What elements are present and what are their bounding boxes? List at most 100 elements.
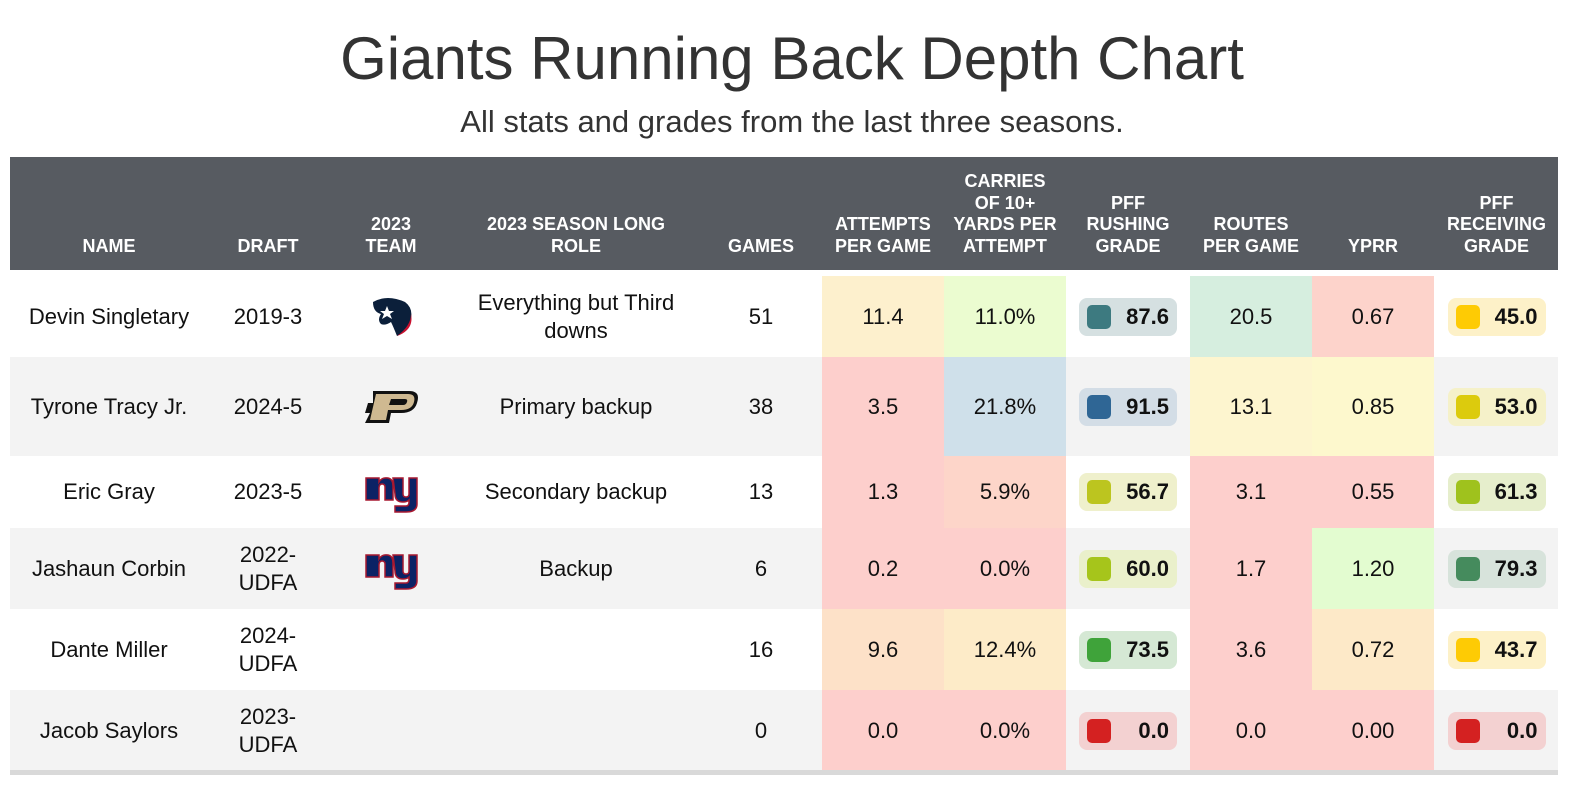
draft-value-text: 2023-UDFA: [238, 703, 298, 757]
grade-value: 45.0: [1494, 303, 1538, 329]
column-header-0[interactable]: NAME: [10, 157, 208, 270]
attempts-value-text: 11.4: [862, 303, 904, 329]
grade-pill: 0.0: [1447, 711, 1546, 750]
column-header-7-label: PFF RUSHING GRADE: [1086, 192, 1170, 256]
column-header-3-label: 2023 SEASON LONG ROLE: [486, 214, 666, 256]
team-logo-cell: [330, 357, 452, 456]
player-name: Eric Gray: [10, 456, 208, 528]
games-value-text: 38: [748, 393, 774, 419]
column-header-1[interactable]: DRAFT: [208, 157, 328, 270]
player-name: Tyrone Tracy Jr.: [10, 357, 208, 456]
routes-value: 3.6: [1190, 609, 1312, 690]
attempts-value-text: 1.3: [867, 479, 899, 504]
carries-value-text: 21.8%: [973, 393, 1037, 419]
player-name: Jacob Saylors: [10, 690, 208, 771]
carries-value-text: 0.0%: [979, 717, 1031, 743]
column-header-5[interactable]: ATTEMPTS PER GAME: [822, 157, 944, 270]
player-name-text: Devin Singletary: [28, 303, 190, 329]
attempts-value-text: 9.6: [867, 636, 899, 662]
grade-pill: 43.7: [1447, 630, 1546, 669]
column-header-10[interactable]: PFF RECEIVING GRADE: [1435, 157, 1558, 270]
yprr-value: 0.72: [1312, 609, 1434, 690]
games-value: 16: [700, 609, 822, 690]
rushing-grade-cell: 0.0: [1067, 690, 1189, 771]
player-name-text: Dante Miller: [50, 636, 168, 662]
attempts-value: 1.3: [822, 456, 944, 528]
receiving-grade-cell: 53.0: [1435, 357, 1558, 456]
table-row: Jacob Saylors 2023-UDFA 0 0.0 0.0% 0.0 0.0 0.00…: [10, 690, 1558, 771]
carries-value: 0.0%: [944, 528, 1066, 609]
grade-pill: 0.0: [1079, 711, 1177, 750]
column-header-8-label: ROUTES PER GAME: [1202, 214, 1299, 256]
rushing-grade-cell: 73.5: [1067, 609, 1189, 690]
column-header-1-label: DRAFT: [237, 235, 299, 256]
column-header-9[interactable]: YPRR: [1312, 157, 1434, 270]
column-header-5-label: ATTEMPTS PER GAME: [834, 214, 931, 256]
team-logo-cell: [330, 276, 452, 357]
column-header-6-label: CARRIES OF 10+ YARDS PER ATTEMPT: [953, 171, 1057, 256]
grade-pill: 53.0: [1447, 387, 1546, 426]
chart-subtitle: All stats and grades from the last three…: [460, 104, 1124, 139]
routes-value: 1.7: [1190, 528, 1312, 609]
grade-color-square: [1455, 480, 1480, 504]
table-bottom-rule: [10, 770, 1558, 775]
column-header-2[interactable]: 2023 TEAM: [330, 157, 452, 270]
grade-value: 79.3: [1494, 555, 1538, 581]
yprr-value: 0.85: [1312, 357, 1434, 456]
column-header-4[interactable]: GAMES: [700, 157, 822, 270]
carries-value-text: 11.0%: [974, 303, 1036, 329]
draft-value-text: 2022-UDFA: [238, 541, 298, 595]
rushing-grade-cell: 91.5: [1067, 357, 1189, 456]
yprr-value-text: 0.72: [1351, 636, 1395, 662]
grade-value: 60.0: [1126, 555, 1169, 581]
routes-value: 0.0: [1190, 690, 1312, 771]
games-value: 13: [700, 456, 822, 528]
column-header-3[interactable]: 2023 SEASON LONG ROLE: [452, 157, 700, 270]
column-header-6[interactable]: CARRIES OF 10+ YARDS PER ATTEMPT: [944, 157, 1066, 270]
games-value: 6: [700, 528, 822, 609]
receiving-grade-cell: 0.0: [1435, 690, 1558, 771]
column-header-2-label: 2023 TEAM: [365, 214, 417, 256]
games-value-text: 13: [748, 479, 774, 504]
role-value: Primary backup: [452, 357, 700, 456]
receiving-grade-cell: 61.3: [1435, 456, 1558, 528]
draft-value-text: 2023-5: [233, 479, 303, 504]
table-row: Eric Gray 2023-5 Secondary backup 13 1.3 5.9%…: [10, 456, 1558, 528]
column-header-8[interactable]: ROUTES PER GAME: [1190, 157, 1312, 270]
grade-pill: 56.7: [1079, 473, 1177, 511]
grade-pill: 79.3: [1447, 549, 1546, 588]
role-value: Backup: [452, 528, 700, 609]
carries-value: 5.9%: [944, 456, 1066, 528]
receiving-grade-cell: 79.3: [1435, 528, 1558, 609]
texans-logo-icon: [373, 297, 412, 336]
table-row: Tyrone Tracy Jr. 2024-5 Primary backup 38 3.…: [10, 357, 1558, 456]
draft-value: 2022-UDFA: [208, 528, 328, 609]
carries-value: 21.8%: [944, 357, 1066, 456]
grade-color-square: [1455, 637, 1480, 662]
grade-value: 43.7: [1494, 636, 1538, 662]
role-value: Secondary backup: [452, 456, 700, 528]
team-logo-cell: [330, 528, 452, 609]
yprr-value: 0.00: [1312, 690, 1434, 771]
grade-pill: 61.3: [1447, 473, 1546, 511]
yprr-value-text: 0.00: [1351, 717, 1395, 743]
grade-value: 61.3: [1494, 479, 1538, 504]
column-header-10-label: PFF RECEIVING GRADE: [1446, 192, 1547, 256]
yprr-value: 1.20: [1312, 528, 1434, 609]
draft-value-text: 2024-UDFA: [238, 622, 298, 676]
yprr-value-text: 0.67: [1351, 303, 1395, 329]
role-value-text: Primary backup: [499, 393, 653, 419]
grade-value: 0.0: [1506, 717, 1538, 743]
column-header-7[interactable]: PFF RUSHING GRADE: [1067, 157, 1189, 270]
player-name: Devin Singletary: [10, 276, 208, 357]
yprr-value-text: 0.85: [1351, 393, 1395, 419]
routes-value: 3.1: [1190, 456, 1312, 528]
attempts-value: 3.5: [822, 357, 944, 456]
draft-value: 2023-UDFA: [208, 690, 328, 771]
grade-color-square: [1087, 637, 1111, 662]
purdue-logo-icon: [365, 390, 418, 423]
table-header: NAME DRAFT 2023 TEAM 2023 SEASON LONG ROLE G…: [10, 157, 1558, 270]
attempts-value: 0.0: [822, 690, 944, 771]
yprr-value: 0.55: [1312, 456, 1434, 528]
rushing-grade-cell: 60.0: [1067, 528, 1189, 609]
